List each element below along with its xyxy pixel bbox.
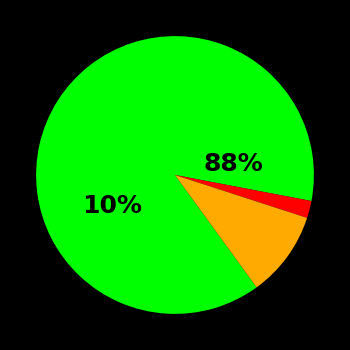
Wedge shape — [175, 175, 312, 218]
Wedge shape — [36, 36, 314, 314]
Text: 10%: 10% — [83, 194, 142, 218]
Wedge shape — [175, 175, 307, 287]
Text: 88%: 88% — [203, 152, 263, 176]
